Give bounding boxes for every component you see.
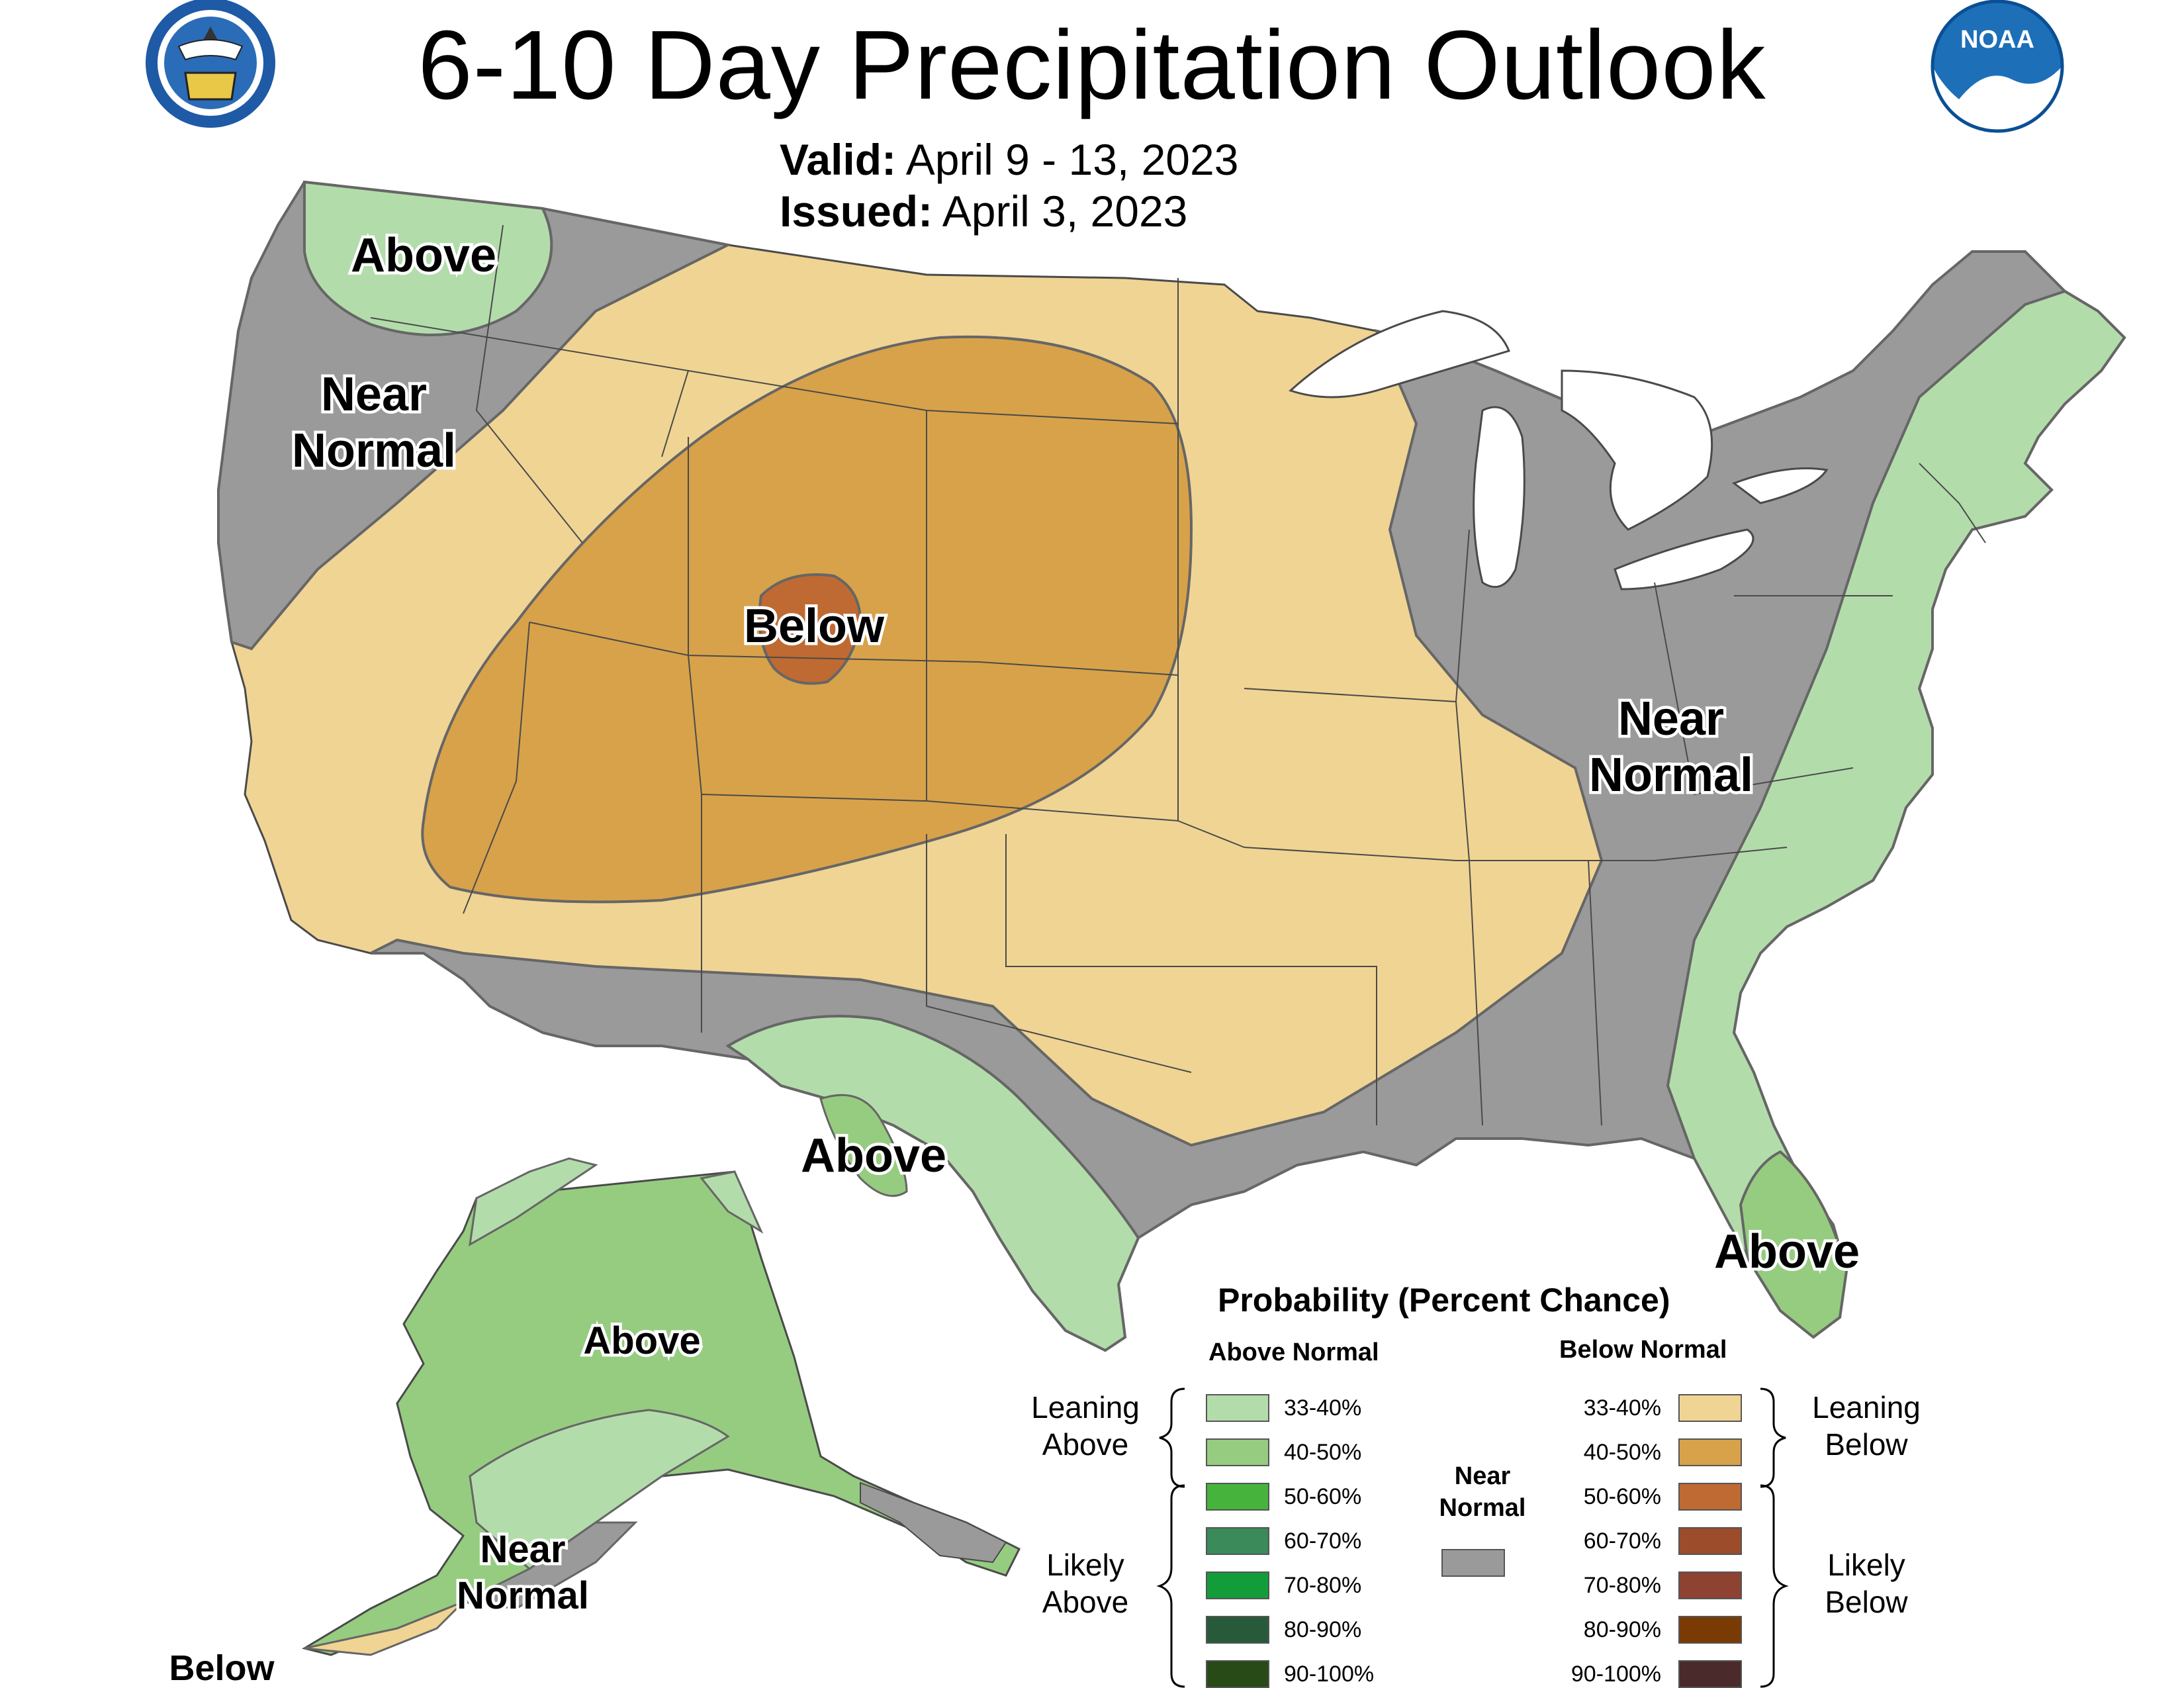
texas-above-40-region: [819, 1094, 908, 1197]
legend-below-item-label: 40-50%: [1583, 1440, 1661, 1465]
alaska: [302, 1157, 1021, 1656]
nw-above-region: [303, 180, 553, 336]
legend-below-item-swatch: [1678, 1616, 1742, 1644]
legend-below-item-label: 70-80%: [1583, 1573, 1661, 1598]
legend-above-item-label: 60-70%: [1284, 1528, 1362, 1554]
legend-leaning-below: Leaning Below: [1812, 1390, 1921, 1462]
label-fl-above: Above: [1714, 1225, 1860, 1278]
page-title: 6-10 Day Precipitation Outlook: [418, 11, 1766, 120]
label-ak-below: Below: [169, 1648, 275, 1688]
legend-above-item-swatch: [1206, 1660, 1269, 1688]
legend-below-item-label: 80-90%: [1583, 1617, 1661, 1642]
legend-above-item-swatch: [1206, 1527, 1269, 1555]
valid-value: April 9 - 13, 2023: [905, 135, 1239, 184]
brace-leaning-below: [1760, 1387, 1786, 1488]
label-east-normal: Normal: [1589, 749, 1753, 802]
legend-above-item-label: 70-80%: [1284, 1573, 1362, 1598]
east-above-region: [1666, 289, 2126, 1339]
legend-above-item-swatch: [1206, 1616, 1269, 1644]
legend-below-item-label: 60-70%: [1583, 1528, 1661, 1554]
legend-below-item-swatch: [1678, 1394, 1742, 1422]
legend-below-item-label: 90-100%: [1570, 1662, 1661, 1687]
legend-above-item-swatch: [1206, 1438, 1269, 1466]
label-ak-near: Near: [480, 1528, 566, 1571]
label-nw-above: Above: [351, 229, 496, 282]
legend-title: Probability (Percent Chance): [1218, 1282, 1670, 1319]
brace-likely-below: [1760, 1484, 1789, 1688]
below-50-60-region: [758, 573, 862, 685]
label-center-below: Below: [744, 600, 885, 653]
label-nw-normal: Normal: [292, 424, 456, 477]
label-tx-above: Above: [801, 1129, 946, 1182]
legend-above-item-label: 33-40%: [1284, 1395, 1362, 1421]
legend-above-header: Above Normal: [1208, 1338, 1379, 1366]
legend-above-item-label: 40-50%: [1284, 1440, 1362, 1465]
label-ak-above: Above: [583, 1319, 700, 1362]
label-nw-near: Near: [321, 368, 427, 421]
label-ak-normal: Normal: [457, 1574, 589, 1617]
noaa-logo-icon: NOAA: [1931, 0, 2064, 133]
great-lakes: [1289, 310, 1829, 590]
legend-above-item-swatch: [1206, 1571, 1269, 1599]
brace-leaning-above: [1159, 1387, 1185, 1488]
legend-above-item-label: 80-90%: [1284, 1617, 1362, 1642]
valid-line: Valid: April 9 - 13, 2023: [780, 135, 1238, 184]
issued-label: Issued:: [780, 187, 933, 236]
valid-label: Valid:: [780, 135, 897, 184]
issued-line: Issued: April 3, 2023: [780, 187, 1187, 236]
commerce-seal-icon: [146, 0, 275, 128]
label-east-near: Near: [1618, 692, 1724, 745]
legend-above-item-label: 90-100%: [1284, 1662, 1375, 1687]
legend-above-item-swatch: [1206, 1483, 1269, 1511]
legend-below-item-swatch: [1678, 1527, 1742, 1555]
legend-near-header: Near Normal: [1439, 1462, 1526, 1522]
legend-below-item-swatch: [1678, 1438, 1742, 1466]
legend-below-item-label: 33-40%: [1583, 1395, 1661, 1421]
issued-value: April 3, 2023: [942, 187, 1188, 236]
florida-above-40-region: [1739, 1150, 1848, 1339]
brace-likely-above: [1156, 1484, 1185, 1688]
legend-below-item-swatch: [1678, 1660, 1742, 1688]
legend-below-item-label: 50-60%: [1583, 1484, 1661, 1509]
legend-above-item-swatch: [1206, 1394, 1269, 1422]
legend-leaning-above: Leaning Above: [1031, 1390, 1140, 1462]
state-boundaries: [370, 224, 1986, 1126]
legend-below-header: Below Normal: [1559, 1336, 1727, 1364]
legend-below-item-swatch: [1678, 1483, 1742, 1511]
legend-near-swatch: [1441, 1549, 1505, 1577]
legend-above-item-label: 50-60%: [1284, 1484, 1362, 1509]
noaa-logo-text: NOAA: [1960, 26, 2034, 54]
legend-likely-below: Likely Below: [1825, 1548, 1908, 1619]
legend-likely-above: Likely Above: [1042, 1548, 1129, 1619]
legend-below-item-swatch: [1678, 1571, 1742, 1599]
